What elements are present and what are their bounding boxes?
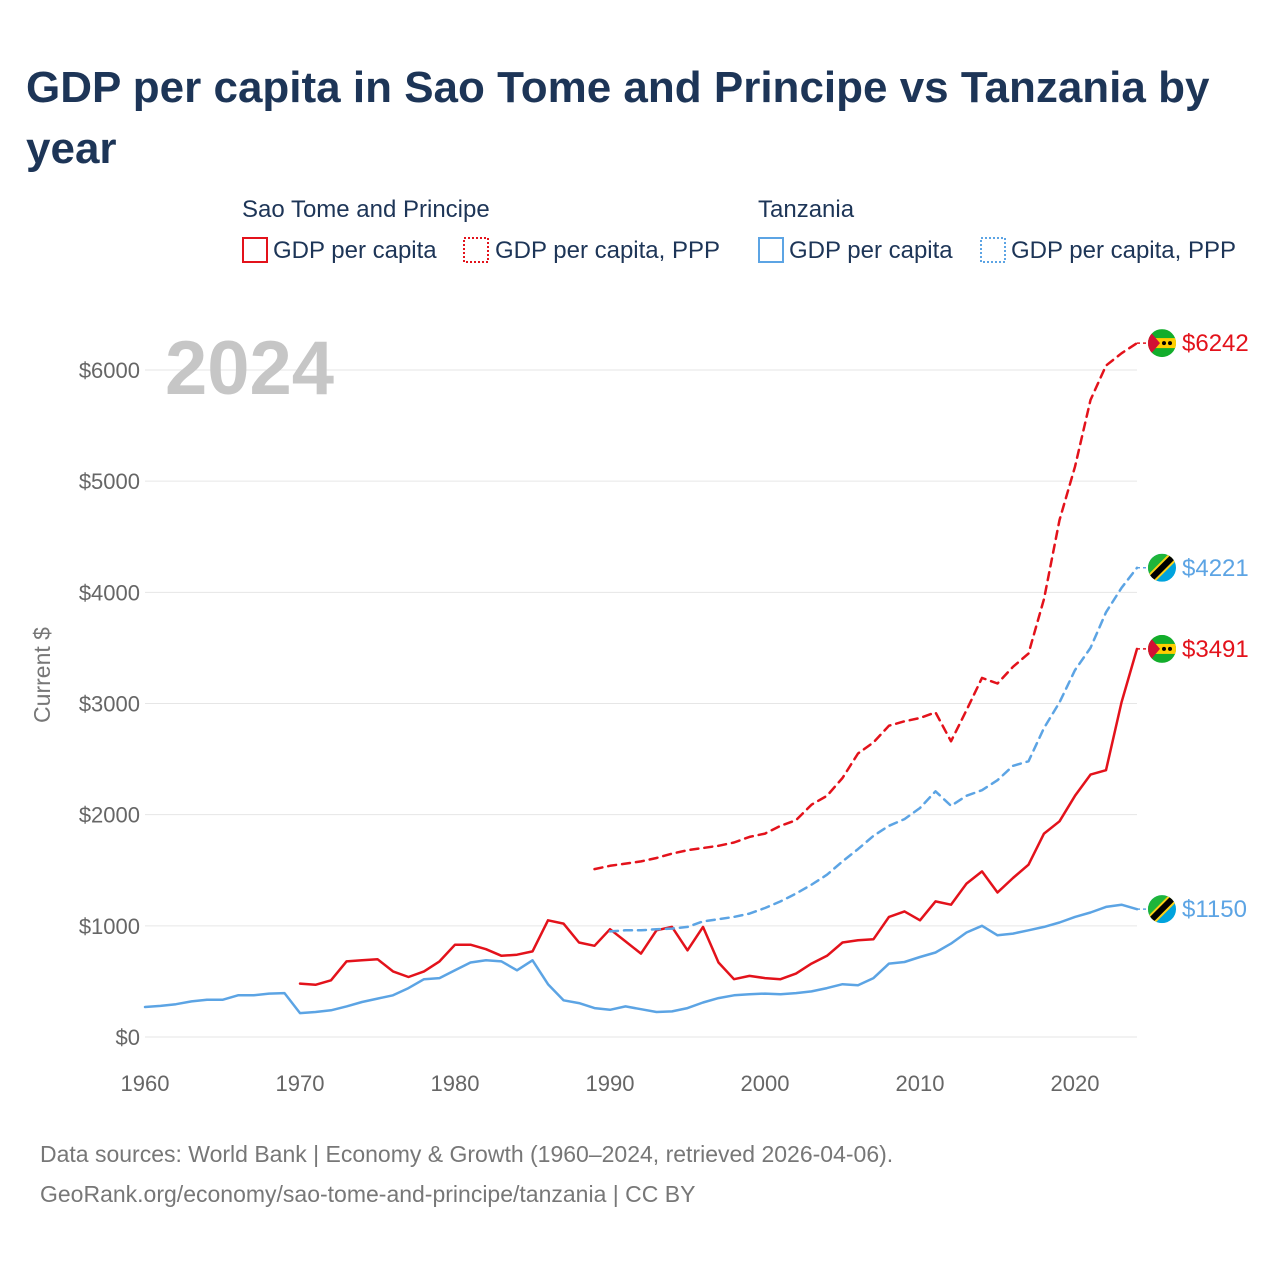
x-tick-label: 1960 bbox=[121, 1071, 170, 1096]
tanzania-flag-icon bbox=[1148, 895, 1176, 924]
series-lines bbox=[143, 341, 1139, 1015]
x-tick-label: 1970 bbox=[276, 1071, 325, 1096]
gridlines bbox=[145, 369, 1137, 1038]
series-line-stp-gdp bbox=[298, 647, 1139, 987]
end-value-label: $3491 bbox=[1182, 636, 1249, 663]
y-tick-label: $3000 bbox=[79, 692, 140, 717]
legend-label-stp-ppp: GDP per capita, PPP bbox=[495, 237, 720, 264]
legend-swatch-stp-gdp bbox=[242, 237, 268, 263]
year-label: 2024 bbox=[165, 326, 334, 411]
chart-title-line-2: year bbox=[26, 124, 117, 173]
legend-label-stp-gdp: GDP per capita bbox=[273, 237, 437, 264]
sao-tome-flag-icon bbox=[1148, 634, 1176, 663]
y-tick-label: $4000 bbox=[79, 580, 140, 605]
y-axis-ticks: $0 $1000 $2000 $3000 $4000 $5000 $6000 bbox=[79, 358, 140, 1050]
x-tick-label: 2010 bbox=[896, 1071, 945, 1096]
y-tick-label: $5000 bbox=[79, 469, 140, 494]
legend-swatch-stp-ppp bbox=[463, 237, 489, 263]
x-axis-ticks: 1960 1970 1980 1990 2000 2010 2020 bbox=[121, 1071, 1100, 1096]
legend-group-tza: Tanzania bbox=[758, 196, 855, 223]
end-markers: $3491 $6242 $1150 $4221 bbox=[1137, 329, 1249, 924]
x-tick-label: 1980 bbox=[431, 1071, 480, 1096]
series-line-stp-ppp bbox=[593, 341, 1139, 871]
end-value-label: $4221 bbox=[1182, 555, 1249, 582]
y-tick-label: $0 bbox=[116, 1025, 140, 1050]
series-line-tza-gdp bbox=[143, 903, 1139, 1015]
legend-label-tza-ppp: GDP per capita, PPP bbox=[1011, 237, 1236, 264]
chart-title: GDP per capita in Sao Tome and Principe … bbox=[26, 63, 1222, 173]
source-line-1: Data sources: World Bank | Economy & Gro… bbox=[40, 1141, 893, 1167]
tanzania-flag-icon bbox=[1148, 553, 1176, 582]
series-line-tza-ppp bbox=[608, 566, 1139, 933]
chart-title-line-1: GDP per capita in Sao Tome and Principe … bbox=[26, 63, 1210, 112]
x-tick-label: 2020 bbox=[1051, 1071, 1100, 1096]
y-tick-label: $6000 bbox=[79, 358, 140, 383]
y-axis-label: Current $ bbox=[29, 627, 55, 723]
legend-group-stp: Sao Tome and Principe bbox=[242, 196, 490, 223]
end-value-label: $6242 bbox=[1182, 330, 1249, 357]
legend: Sao Tome and Principe Tanzania GDP per c… bbox=[242, 196, 1236, 264]
source-line-2: GeoRank.org/economy/sao-tome-and-princip… bbox=[40, 1181, 695, 1207]
x-tick-label: 1990 bbox=[586, 1071, 635, 1096]
legend-swatch-tza-ppp bbox=[980, 237, 1006, 263]
legend-swatch-tza-gdp bbox=[758, 237, 784, 263]
legend-label-tza-gdp: GDP per capita bbox=[789, 237, 953, 264]
y-tick-label: $1000 bbox=[79, 914, 140, 939]
end-value-label: $1150 bbox=[1182, 896, 1247, 923]
y-tick-label: $2000 bbox=[79, 803, 140, 828]
sao-tome-flag-icon bbox=[1148, 329, 1176, 358]
x-tick-label: 2000 bbox=[741, 1071, 790, 1096]
